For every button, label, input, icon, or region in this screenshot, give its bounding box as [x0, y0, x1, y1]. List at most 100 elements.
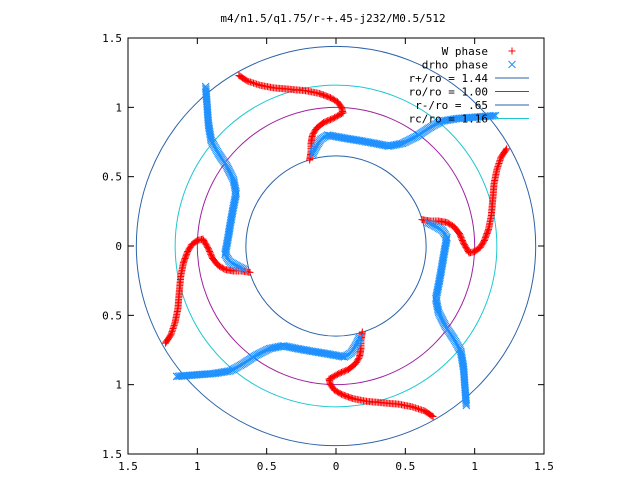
- legend-label: ro/ro = 1.00: [409, 86, 488, 99]
- data-point: [222, 245, 230, 254]
- data-point: [433, 287, 442, 295]
- data-point: [230, 178, 238, 187]
- data-point: [380, 141, 388, 150]
- circle-2: [245, 155, 427, 337]
- data-point: [434, 282, 443, 291]
- data-point: [355, 333, 364, 342]
- series-0-arm-1: [418, 145, 511, 257]
- data-point: [229, 201, 238, 210]
- data-point: [423, 218, 432, 227]
- data-point: [363, 138, 372, 146]
- x-tick-label: 1: [471, 460, 478, 473]
- data-point: [331, 351, 340, 360]
- data-point: [357, 137, 365, 145]
- data-point: [288, 343, 297, 352]
- data-point: [161, 339, 169, 347]
- legend-label: W phase: [442, 45, 488, 58]
- data-point: [434, 305, 442, 314]
- data-point: [435, 274, 444, 283]
- legend-entry-2: r+/ro = 1.44: [409, 72, 529, 85]
- data-point: [329, 132, 338, 141]
- data-point: [442, 235, 451, 244]
- data-point: [201, 84, 210, 93]
- data-point: [172, 372, 181, 381]
- data-point: [168, 328, 176, 336]
- series-0-arm-0: [325, 328, 437, 421]
- data-point: [462, 401, 471, 410]
- data-point: [436, 268, 445, 277]
- data-point: [230, 180, 239, 188]
- data-point: [366, 138, 375, 147]
- data-point: [284, 342, 292, 351]
- data-point: [434, 307, 443, 315]
- legend-entry-1: drho phase: [422, 59, 516, 72]
- data-point: [331, 132, 340, 141]
- data-point: [230, 197, 239, 205]
- legend-entry-5: rc/ro = 1.16: [409, 113, 529, 126]
- data-point: [229, 203, 238, 212]
- data-point: [332, 132, 341, 141]
- circle-1: [196, 106, 476, 386]
- data-point: [276, 342, 285, 351]
- data-point: [386, 141, 395, 150]
- data-point: [434, 284, 442, 292]
- data-point: [180, 257, 188, 265]
- data-point: [170, 321, 178, 329]
- data-point: [293, 344, 302, 353]
- data-point: [434, 280, 443, 289]
- data-point: [285, 343, 294, 351]
- data-point: [229, 177, 238, 185]
- y-tick-label: 0.5: [102, 171, 122, 184]
- legend-label: r-/ro = .65: [415, 99, 488, 112]
- series-1-arm-3: [201, 82, 249, 274]
- data-point: [307, 347, 315, 355]
- data-point: [416, 405, 424, 413]
- data-point: [432, 297, 441, 306]
- data-point: [223, 239, 231, 248]
- data-point: [432, 299, 441, 308]
- data-point: [317, 90, 325, 98]
- data-point: [413, 404, 421, 412]
- data-point: [364, 138, 373, 147]
- data-point: [232, 189, 241, 198]
- data-point: [431, 294, 440, 303]
- data-point: [338, 352, 347, 361]
- data-point: [329, 351, 338, 359]
- circle-0: [135, 45, 537, 447]
- data-point: [491, 111, 500, 120]
- data-point: [231, 186, 240, 195]
- data-point: [231, 184, 240, 193]
- data-point: [433, 285, 442, 294]
- data-point: [169, 325, 177, 333]
- data-point: [441, 241, 450, 250]
- data-point: [408, 403, 416, 411]
- series-1-arm-0: [172, 333, 364, 381]
- data-point: [415, 405, 423, 413]
- data-point: [300, 346, 309, 354]
- data-point: [303, 346, 312, 355]
- data-point: [270, 343, 278, 352]
- data-point: [433, 288, 441, 297]
- data-point: [294, 345, 303, 353]
- y-tick-label: 0: [115, 240, 122, 253]
- data-point: [395, 140, 404, 148]
- data-point: [227, 212, 236, 221]
- data-point: [175, 372, 184, 380]
- data-point: [462, 398, 470, 407]
- data-point: [494, 161, 502, 169]
- data-point: [299, 345, 308, 354]
- data-point: [251, 80, 259, 88]
- x-tick-label: 1.5: [534, 460, 554, 473]
- data-point: [435, 277, 444, 286]
- data-point: [437, 267, 445, 275]
- data-point: [230, 181, 239, 190]
- data-point: [360, 137, 369, 146]
- data-point: [226, 218, 235, 227]
- data-point: [308, 347, 317, 356]
- data-point: [347, 394, 355, 402]
- axes: 1.5 1 0.5 0 0.5 1 1.51.510.500.511.5: [102, 32, 554, 473]
- data-point: [296, 345, 305, 354]
- data-point: [436, 271, 445, 280]
- data-point: [201, 82, 210, 91]
- series-1-arm-1: [423, 218, 471, 410]
